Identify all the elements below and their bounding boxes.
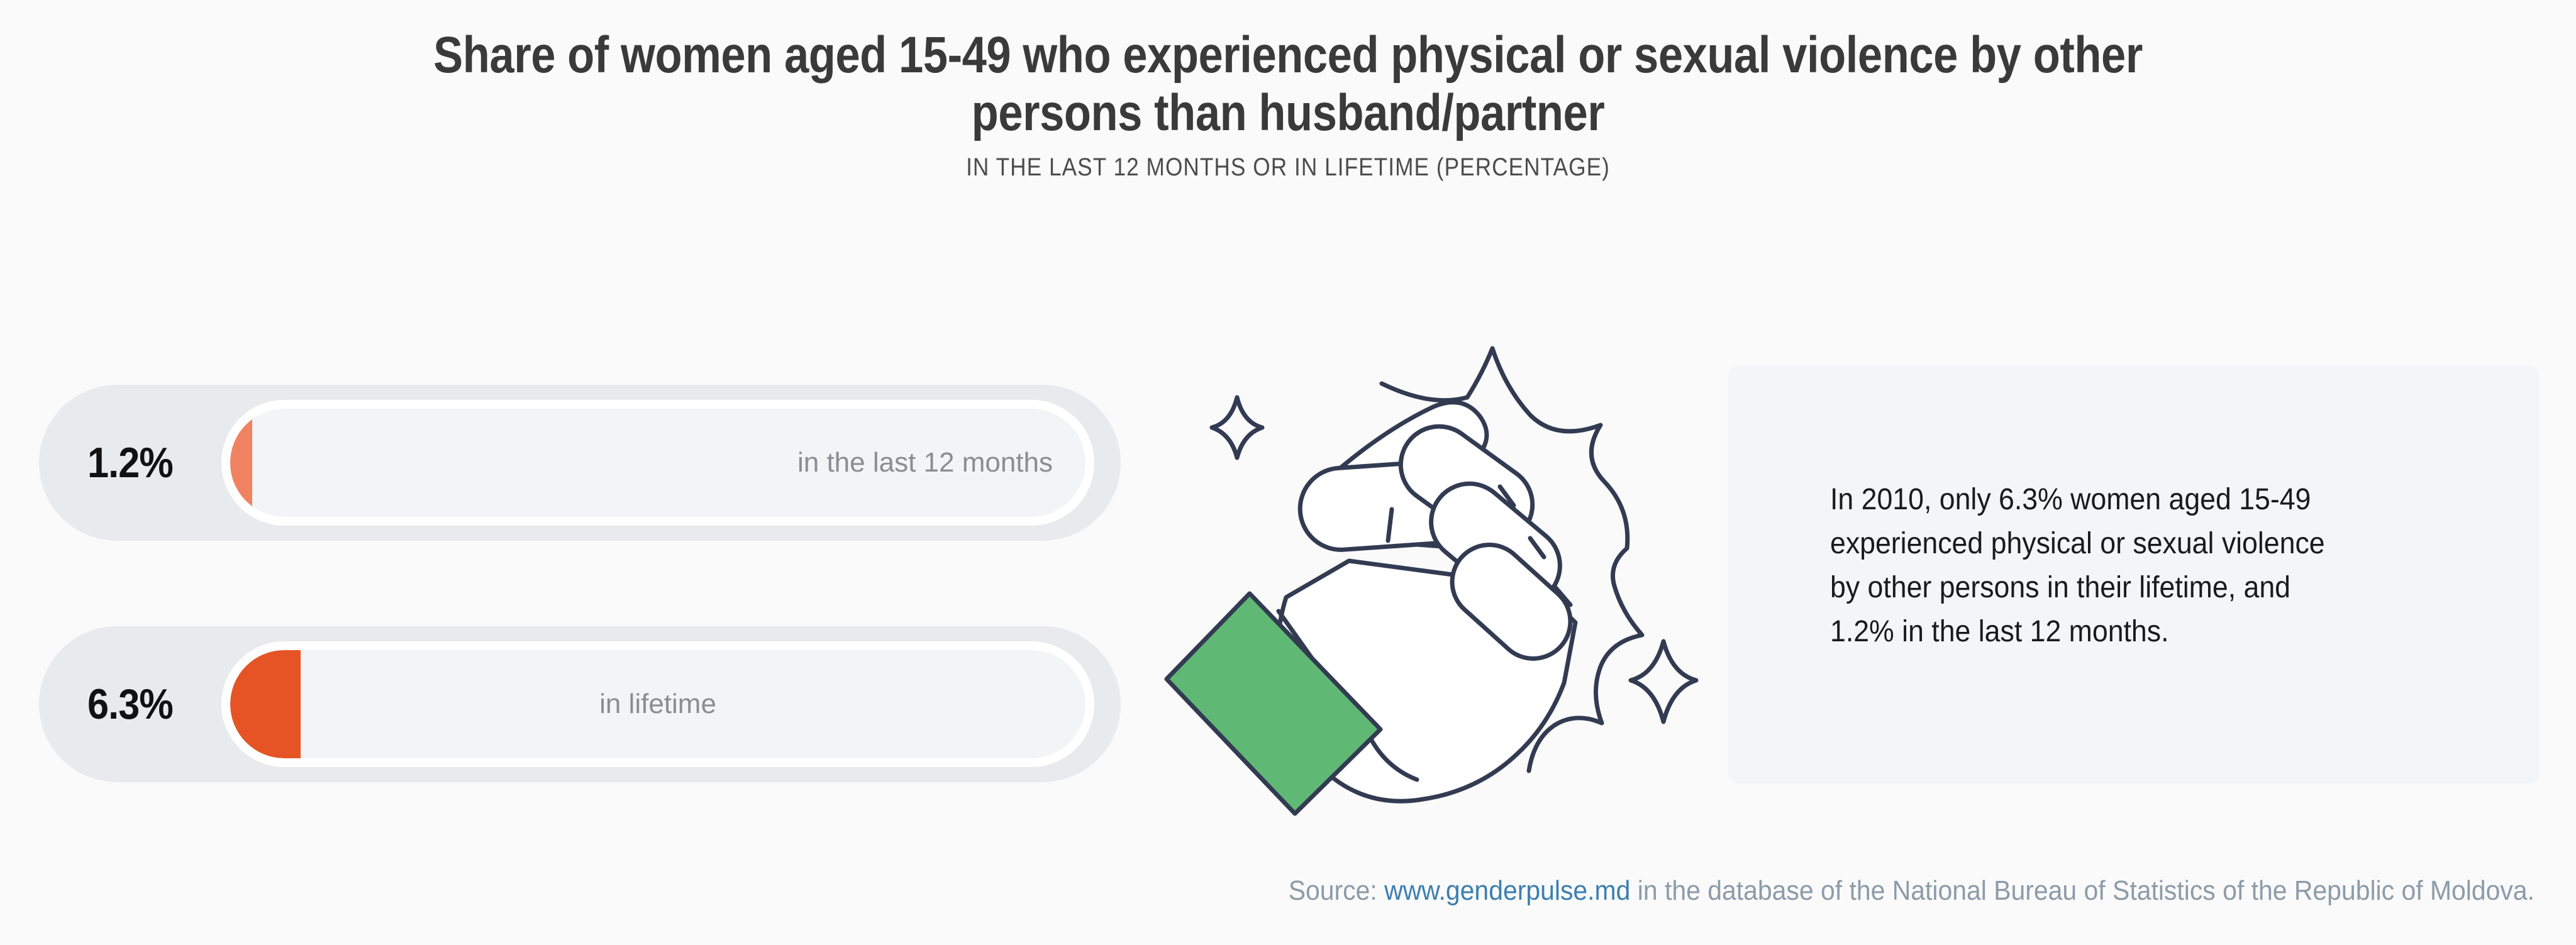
bar-row-lifetime: 6.3% in lifetime [39,626,1121,782]
bar-track-0: in the last 12 months [230,409,1085,517]
green-sleeve-cuff [1164,591,1383,816]
page-title-line-2: persons than husband/partner [971,84,1605,141]
clenched-fist-illustration [1160,327,1739,817]
source-link[interactable]: www.genderpulse.md [1384,875,1631,906]
bar-value-label-0: 1.2% [87,439,174,487]
bar-row-last-12-months: 1.2% in the last 12 months [39,385,1121,541]
source-suffix: in the database of the National Bureau o… [1630,875,2534,906]
header: Share of women aged 15-49 who experience… [0,26,2576,182]
note-card: In 2010, only 6.3% women aged 15-49 expe… [1728,366,2540,783]
note-text: In 2010, only 6.3% women aged 15-49 expe… [1830,483,2325,649]
source-line: Source: www.genderpulse.md in the databa… [177,875,2534,907]
bar-fill-0 [230,409,253,517]
source-prefix: Source: [1288,875,1385,906]
bar-chart: 1.2% in the last 12 months 6.3% in lifet… [39,385,1121,782]
bar-value-label-1: 6.3% [87,680,174,728]
page-title: Share of women aged 15-49 who experience… [217,26,2359,142]
bar-category-label-1: in lifetime [599,688,716,719]
bar-ring-1: in lifetime [221,641,1094,767]
bar-ring-0: in the last 12 months [221,400,1094,526]
sparkle-star-small [1209,395,1265,460]
page-subtitle: IN THE LAST 12 MONTHS OR IN LIFETIME (PE… [966,153,1610,181]
bar-track-1: in lifetime [230,650,1085,758]
sparkle-star-large [1628,639,1699,724]
bar-category-label-0: in the last 12 months [797,447,1053,478]
page-title-line-1: Share of women aged 15-49 who experience… [433,26,2143,84]
